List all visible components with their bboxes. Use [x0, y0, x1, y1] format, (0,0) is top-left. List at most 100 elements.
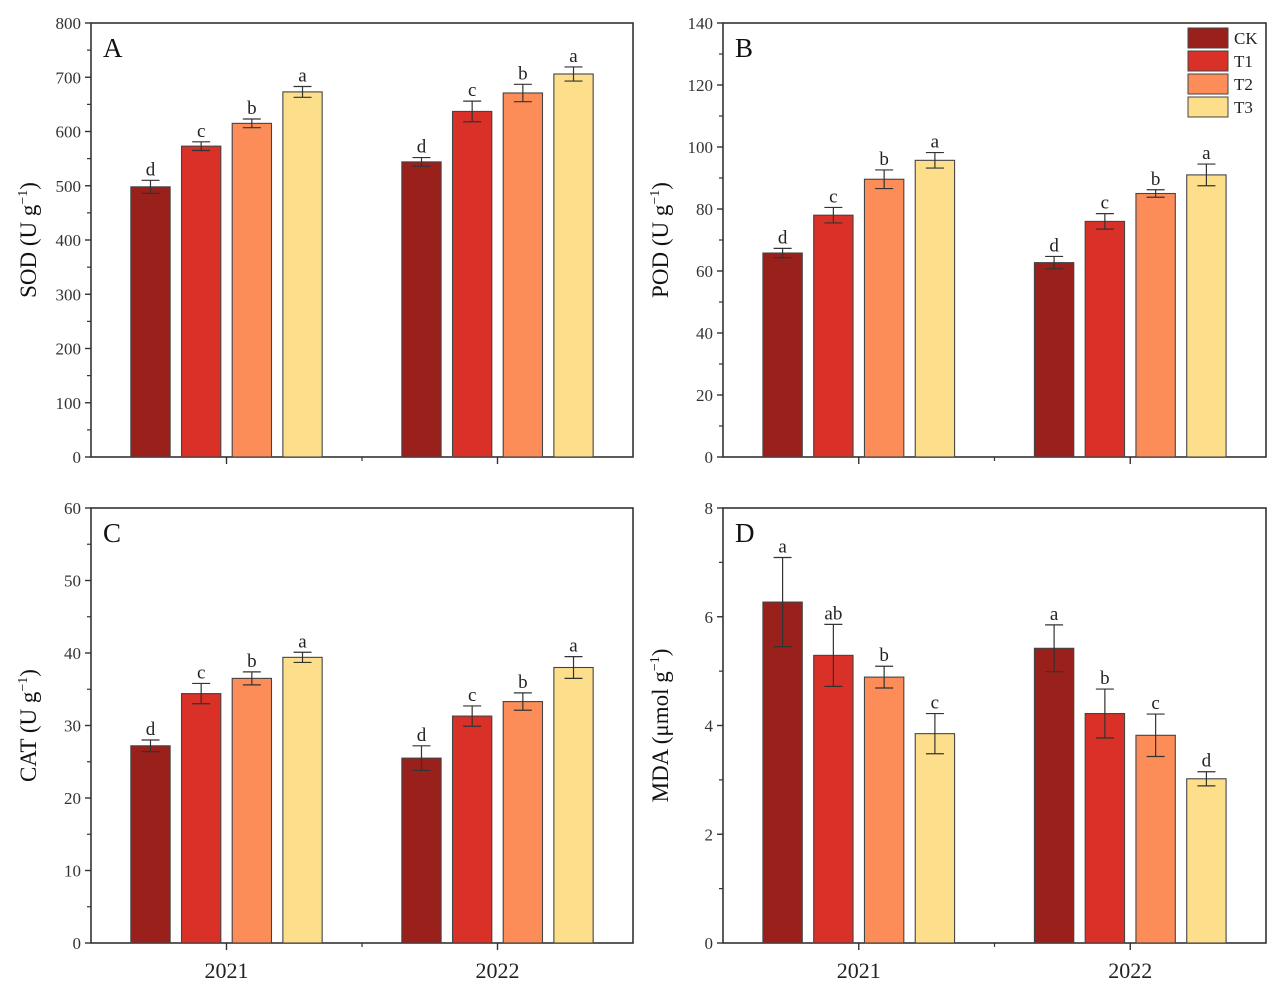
bar-ck-2022: [1033, 262, 1075, 458]
significance-letter: d: [417, 725, 427, 746]
significance-letter: b: [879, 149, 889, 170]
y-tick-label: 60: [64, 499, 81, 518]
y-tick-label: 20: [696, 386, 713, 405]
panel-b: 0 20 40 60 80 100 120 140 POD (U g−1) Bd d c c b b a a CK…: [648, 14, 1267, 467]
significance-letter: b: [879, 645, 889, 666]
panel-letter: C: [103, 518, 121, 548]
significance-letter: d: [1049, 235, 1059, 256]
plot-frame: [722, 22, 1267, 458]
y-tick-label: 500: [56, 177, 82, 196]
y-tick-label: 300: [56, 285, 82, 304]
y-tick-label: 100: [688, 138, 714, 157]
significance-letter: d: [778, 227, 788, 248]
legend-swatch-ck: [1187, 27, 1229, 49]
y-tick-label: 6: [705, 608, 714, 627]
bar-t3-2021: [914, 733, 956, 944]
significance-letter: b: [518, 672, 528, 693]
significance-letter: c: [468, 685, 476, 706]
panel-a: 0 100 200 300 400 500 600 700 800 SOD (U g−1) Ad d c…: [16, 14, 634, 467]
bar-ck-2022: [401, 161, 442, 458]
legend-label-t2: T2: [1234, 75, 1253, 94]
bar-t3-2021: [914, 159, 956, 458]
bar-t2-2022: [1135, 734, 1176, 944]
y-axis-label: CAT (U g−1): [16, 669, 41, 782]
bar-t1-2022: [1084, 712, 1126, 944]
bar-t2-2021: [863, 178, 905, 458]
significance-letter: c: [931, 693, 939, 714]
bar-t1-2021: [813, 214, 854, 458]
significance-letter: a: [778, 536, 787, 557]
legend-swatch-t3: [1187, 96, 1229, 118]
plot-frame: [90, 507, 634, 944]
legend-swatch-t2: [1187, 73, 1229, 95]
y-tick-label: 20: [64, 789, 81, 808]
y-tick-label: 0: [705, 934, 714, 953]
y-tick-label: 50: [64, 572, 81, 591]
bar-t3-2022: [1186, 174, 1227, 458]
y-tick-label: 200: [56, 340, 82, 359]
x-tick-label: 2022: [476, 958, 520, 983]
y-tick-label: 800: [56, 14, 82, 33]
y-tick-label: 120: [688, 76, 714, 95]
significance-letter: d: [1202, 751, 1212, 772]
x-tick-label: 2021: [205, 958, 249, 983]
bar-t2-2022: [502, 701, 544, 944]
bar-t3-2022: [553, 73, 594, 458]
significance-letter: d: [417, 137, 427, 158]
significance-letter: d: [146, 159, 156, 180]
significance-letter: a: [569, 46, 578, 67]
y-tick-label: 4: [705, 717, 714, 736]
bar-ck-2021: [762, 601, 803, 944]
y-axis-label: SOD (U g−1): [16, 182, 41, 298]
significance-letter: c: [1151, 693, 1159, 714]
significance-letter: a: [298, 65, 307, 86]
significance-letter: b: [1100, 668, 1110, 689]
y-tick-label: 600: [56, 123, 82, 142]
y-tick-label: 60: [696, 262, 713, 281]
bar-t1-2022: [451, 715, 493, 944]
y-tick-label: 0: [73, 934, 82, 953]
bar-t3-2022: [1186, 778, 1227, 944]
significance-letter: c: [197, 121, 205, 142]
y-tick-label: 8: [705, 499, 714, 518]
y-tick-label: 0: [705, 448, 714, 467]
bar-ck-2021: [130, 186, 171, 458]
bar-t2-2022: [1135, 192, 1176, 458]
significance-letter: a: [298, 631, 307, 652]
panel-letter: D: [735, 518, 755, 548]
significance-letter: a: [569, 636, 578, 657]
x-tick-label: 2021: [837, 958, 881, 983]
bar-t1-2021: [180, 145, 222, 458]
bar-t1-2022: [451, 110, 493, 458]
bar-ck-2022: [1033, 647, 1075, 944]
y-tick-label: 40: [64, 644, 81, 663]
panel-letter: B: [735, 33, 753, 63]
bar-t3-2022: [553, 666, 594, 944]
bar-t3-2021: [282, 91, 323, 458]
significance-letter: b: [518, 63, 528, 84]
significance-letter: c: [197, 662, 205, 683]
y-tick-label: 0: [73, 448, 82, 467]
y-tick-label: 400: [56, 231, 82, 250]
bar-ck-2022: [401, 757, 442, 944]
y-tick-label: 140: [688, 14, 714, 33]
y-tick-label: 100: [56, 394, 82, 413]
legend-label-ck: CK: [1234, 29, 1258, 48]
panel-letter: A: [103, 33, 123, 63]
bar-t1-2021: [180, 693, 222, 944]
significance-letter: c: [468, 80, 476, 101]
legend-swatch-t1: [1187, 50, 1229, 72]
legend-label-t3: T3: [1234, 98, 1253, 117]
panel-d: 0 2 4 6 8 2021 2022 MDA (μmol g−1) D a a ab b b c c d: [648, 499, 1267, 983]
significance-letter: a: [1050, 604, 1059, 625]
significance-letter: c: [829, 186, 837, 207]
bar-ck-2021: [130, 745, 171, 944]
bar-t2-2021: [863, 676, 905, 944]
legend: CK T1 T2 T3: [1187, 27, 1258, 118]
bar-t3-2021: [282, 656, 323, 944]
significance-letter: a: [1202, 143, 1211, 164]
significance-letter: b: [247, 651, 257, 672]
y-tick-label: 30: [64, 717, 81, 736]
bar-t1-2021: [813, 654, 854, 944]
